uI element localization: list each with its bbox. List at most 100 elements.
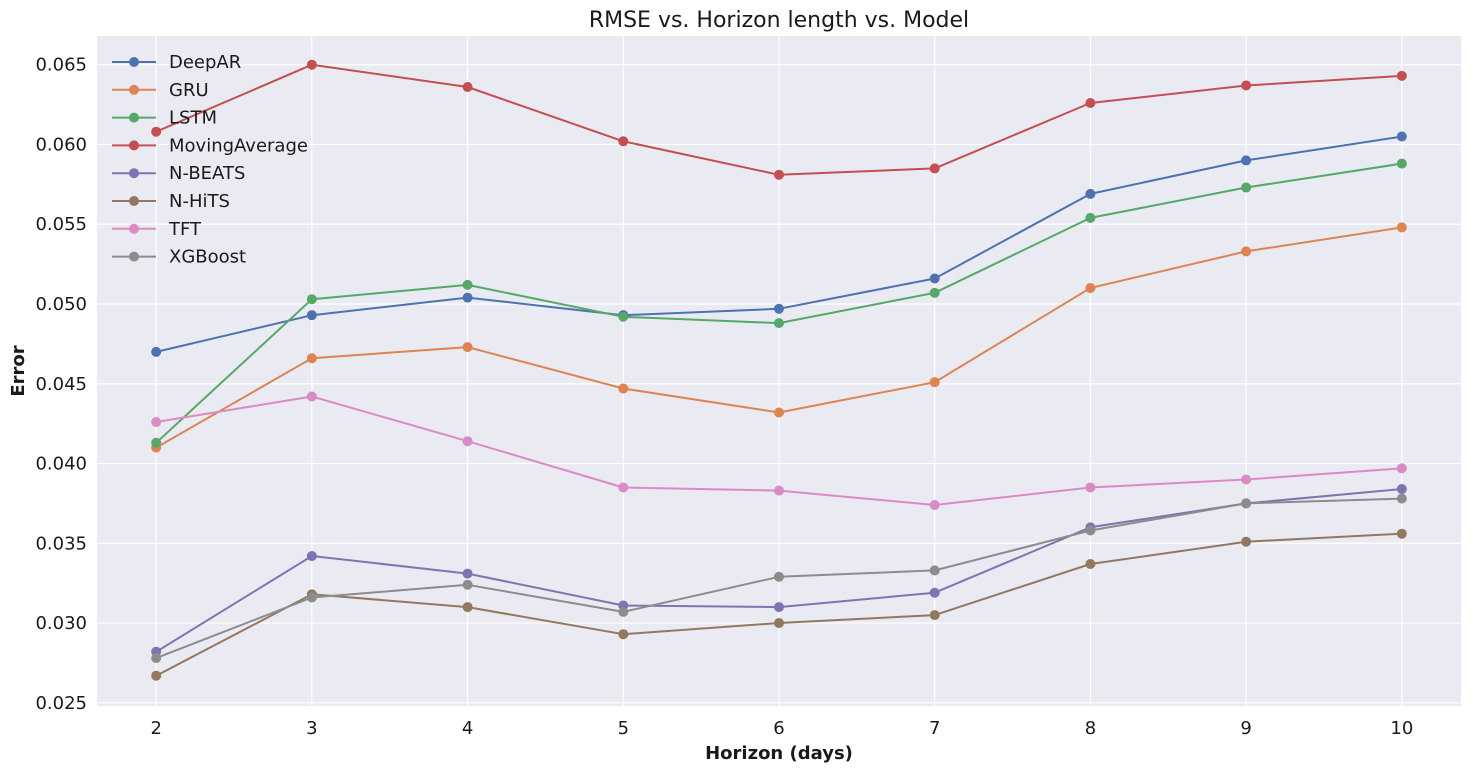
- y-tick-label: 0.025: [35, 693, 87, 714]
- data-point: [1396, 528, 1407, 539]
- legend-item: DeepAR: [112, 52, 241, 73]
- data-point: [151, 670, 162, 681]
- x-tick-label: 2: [150, 718, 161, 739]
- data-point: [1241, 498, 1252, 509]
- legend-label: N-BEATS: [169, 163, 245, 184]
- data-point: [1396, 463, 1407, 474]
- legend-item: MovingAverage: [112, 135, 308, 156]
- data-point: [618, 606, 629, 617]
- data-point: [929, 377, 940, 388]
- x-tick-label: 8: [1085, 718, 1096, 739]
- data-point: [151, 437, 162, 448]
- y-tick-label: 0.045: [35, 374, 87, 395]
- legend-swatch-marker: [129, 84, 139, 95]
- legend-item: XGBoost: [112, 247, 246, 268]
- data-point: [774, 602, 784, 613]
- y-tick-label: 0.050: [35, 294, 87, 315]
- legend-label: GRU: [169, 80, 209, 101]
- data-point: [929, 163, 940, 174]
- legend-item: GRU: [112, 80, 209, 101]
- series-movingaverage: [151, 59, 1407, 180]
- legend-swatch-marker: [129, 112, 139, 123]
- data-point: [306, 294, 317, 305]
- data-point: [462, 602, 473, 613]
- data-point: [306, 391, 317, 402]
- y-tick-label: 0.040: [35, 454, 87, 475]
- legend-label: XGBoost: [169, 247, 246, 268]
- legend-item: LSTM: [112, 108, 217, 129]
- data-point: [1085, 525, 1096, 536]
- legend-label: LSTM: [169, 108, 217, 129]
- x-tick-label: 3: [306, 718, 317, 739]
- data-point: [774, 618, 784, 629]
- y-tick-label: 0.055: [35, 214, 87, 235]
- data-point: [1085, 212, 1096, 223]
- legend-item: TFT: [112, 219, 202, 240]
- data-point: [1085, 559, 1096, 570]
- data-point: [1396, 222, 1407, 233]
- y-axis-label: Error: [8, 345, 29, 396]
- x-axis-ticks: 2 3 4 5 6 7 8 9 10: [150, 718, 1413, 739]
- data-point: [151, 653, 162, 664]
- data-point: [1396, 493, 1407, 504]
- y-tick-label: 0.060: [35, 134, 87, 155]
- y-tick-label: 0.035: [35, 533, 87, 554]
- legend-swatch-marker: [129, 140, 139, 151]
- x-tick-label: 4: [462, 718, 473, 739]
- data-point: [774, 303, 784, 314]
- data-point: [929, 610, 940, 621]
- data-point: [929, 273, 940, 284]
- data-point: [306, 59, 317, 70]
- data-point: [1241, 155, 1252, 166]
- series-lstm: [151, 158, 1407, 448]
- x-tick-label: 5: [618, 718, 629, 739]
- data-point: [1241, 246, 1252, 257]
- data-point: [306, 551, 317, 562]
- data-point: [1241, 536, 1252, 547]
- data-point: [462, 82, 473, 93]
- data-point: [462, 279, 473, 290]
- data-point: [151, 126, 162, 137]
- data-point: [1241, 474, 1252, 485]
- legend-label: N-HiTS: [169, 191, 230, 212]
- data-point: [306, 353, 317, 364]
- data-point: [462, 579, 473, 590]
- data-point: [618, 311, 629, 322]
- data-point: [1085, 188, 1096, 199]
- data-point: [1396, 484, 1407, 495]
- legend-swatch-marker: [129, 196, 139, 206]
- data-point: [929, 287, 940, 298]
- y-tick-label: 0.030: [35, 613, 87, 634]
- data-point: [774, 571, 784, 582]
- data-point: [618, 383, 629, 394]
- data-point: [151, 417, 162, 428]
- data-point: [618, 629, 629, 640]
- data-point: [618, 482, 629, 493]
- data-point: [1396, 131, 1407, 142]
- data-point: [774, 407, 784, 418]
- series-deepar: [151, 131, 1407, 357]
- data-point: [1396, 70, 1407, 81]
- data-point: [1241, 80, 1252, 91]
- legend-item: N-HiTS: [112, 191, 230, 212]
- data-point: [929, 587, 940, 598]
- data-point: [306, 310, 317, 321]
- data-point: [618, 136, 629, 147]
- x-tick-label: 10: [1390, 718, 1413, 739]
- legend-label: DeepAR: [169, 52, 241, 73]
- series-layer: [151, 59, 1407, 681]
- chart-title: RMSE vs. Horizon length vs. Model: [589, 8, 969, 33]
- x-axis-label: Horizon (days): [705, 743, 853, 764]
- data-point: [1085, 482, 1096, 493]
- data-point: [1241, 182, 1252, 193]
- x-tick-label: 9: [1240, 718, 1251, 739]
- legend-item: N-BEATS: [112, 163, 245, 184]
- data-point: [306, 592, 317, 603]
- data-point: [151, 346, 162, 357]
- data-point: [774, 318, 784, 329]
- data-point: [774, 169, 784, 180]
- series-xgboost: [151, 493, 1407, 664]
- data-point: [774, 485, 784, 496]
- data-point: [1085, 283, 1096, 294]
